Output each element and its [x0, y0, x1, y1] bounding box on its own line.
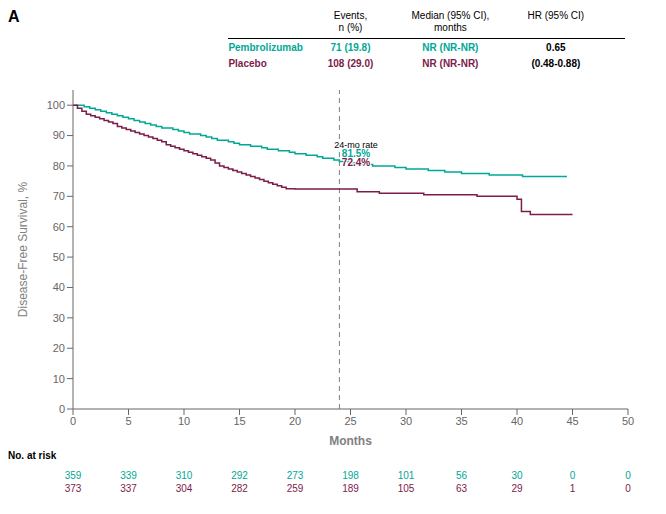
svg-text:273: 273 — [287, 470, 304, 481]
svg-text:30: 30 — [511, 470, 523, 481]
svg-text:10: 10 — [178, 415, 190, 427]
svg-text:20: 20 — [289, 415, 301, 427]
svg-text:Disease-Free Survival, %: Disease-Free Survival, % — [16, 181, 30, 317]
svg-text:292: 292 — [231, 470, 248, 481]
html-text:Median (95% CI), months: Median (95% CI), months — [411, 10, 490, 33]
svg-text:90: 90 — [53, 129, 65, 141]
svg-text:304: 304 — [176, 483, 193, 494]
html-text:NR (NR-NR): NR (NR-NR) — [422, 58, 479, 69]
svg-text:339: 339 — [120, 470, 137, 481]
html-text:Placebo: Placebo — [228, 58, 267, 69]
svg-text:359: 359 — [65, 470, 82, 481]
svg-text:30: 30 — [400, 415, 412, 427]
svg-text:0: 0 — [570, 470, 576, 481]
svg-text:0: 0 — [625, 483, 631, 494]
svg-text:50: 50 — [622, 415, 634, 427]
svg-text:40: 40 — [511, 415, 523, 427]
html-text:No. at risk: No. at risk — [8, 450, 57, 461]
svg-text:80: 80 — [53, 160, 65, 172]
svg-text:105: 105 — [398, 483, 415, 494]
svg-text:1: 1 — [570, 483, 576, 494]
svg-text:72.4%: 72.4% — [342, 157, 370, 168]
html-text:(0.48-0.88): (0.48-0.88) — [531, 58, 581, 69]
svg-text:310: 310 — [176, 470, 193, 481]
svg-text:100: 100 — [47, 99, 65, 111]
svg-text:198: 198 — [342, 470, 359, 481]
svg-text:45: 45 — [566, 415, 578, 427]
svg-text:30: 30 — [53, 312, 65, 324]
svg-text:81.5%: 81.5% — [341, 147, 371, 159]
svg-text:50: 50 — [53, 251, 65, 263]
html-text:Pembrolizumab: Pembrolizumab — [228, 42, 303, 53]
svg-text:5: 5 — [125, 415, 131, 427]
svg-text:0: 0 — [70, 415, 76, 427]
svg-text:101: 101 — [398, 470, 415, 481]
svg-text:337: 337 — [120, 483, 137, 494]
svg-text:282: 282 — [231, 483, 248, 494]
html-text:NR (NR-NR): NR (NR-NR) — [422, 42, 479, 53]
svg-text:70: 70 — [53, 190, 65, 202]
html-text:0.65: 0.65 — [546, 42, 566, 53]
svg-text:63: 63 — [456, 483, 468, 494]
svg-text:15: 15 — [233, 415, 245, 427]
html-text:HR (95% CI): HR (95% CI) — [527, 10, 585, 21]
svg-text:0: 0 — [59, 403, 65, 415]
svg-text:24-mo rate: 24-mo rate — [334, 139, 378, 150]
svg-text:35: 35 — [455, 415, 467, 427]
svg-text:60: 60 — [53, 221, 65, 233]
svg-text:25: 25 — [344, 415, 356, 427]
html-text:A: A — [8, 8, 20, 25]
svg-text:10: 10 — [53, 373, 65, 385]
svg-text:373: 373 — [65, 483, 82, 494]
svg-text:56: 56 — [456, 470, 468, 481]
svg-text:29: 29 — [511, 483, 523, 494]
svg-text:0: 0 — [625, 470, 631, 481]
html-text:71 (19.8): 71 (19.8) — [330, 42, 371, 53]
svg-text:20: 20 — [53, 342, 65, 354]
svg-text:40: 40 — [53, 281, 65, 293]
html-text:108 (29.0): 108 (29.0) — [327, 58, 374, 69]
svg-text:Months: Months — [329, 434, 372, 448]
svg-text:189: 189 — [342, 483, 359, 494]
html-text:Events, n (%): Events, n (%) — [333, 10, 368, 33]
svg-text:259: 259 — [287, 483, 304, 494]
